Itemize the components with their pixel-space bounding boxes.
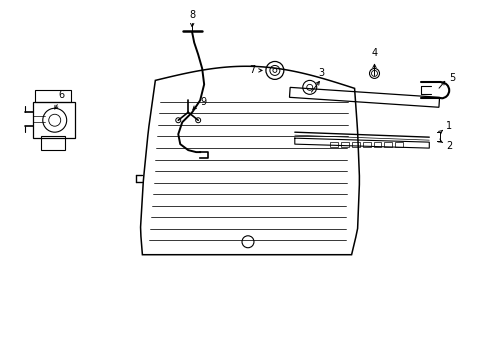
Text: 4: 4: [371, 49, 377, 58]
Text: 7: 7: [248, 66, 254, 76]
Bar: [41, 136, 64, 150]
Text: 2: 2: [446, 141, 451, 151]
Text: 3: 3: [318, 68, 324, 78]
Bar: [373, 142, 381, 147]
Bar: [395, 142, 403, 147]
Bar: [33, 102, 75, 138]
Bar: [384, 142, 392, 147]
Bar: [351, 142, 359, 147]
Text: 6: 6: [59, 90, 65, 100]
Bar: [329, 142, 337, 147]
Text: 9: 9: [200, 97, 206, 107]
Bar: [362, 142, 370, 147]
Text: 1: 1: [446, 121, 451, 131]
Bar: [35, 90, 71, 102]
Text: 8: 8: [189, 10, 195, 20]
Text: 5: 5: [448, 73, 454, 84]
Bar: [340, 142, 348, 147]
